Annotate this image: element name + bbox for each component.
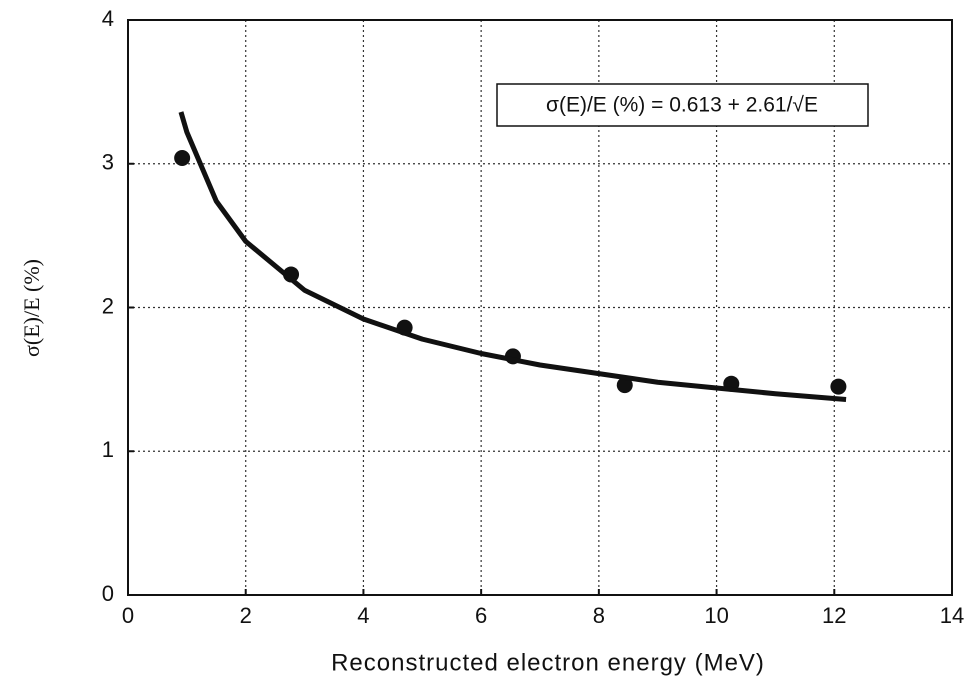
y-tick-label: 3 xyxy=(102,150,114,175)
x-tick-label: 4 xyxy=(357,603,369,628)
plot-frame xyxy=(127,19,953,596)
y-tick-label: 2 xyxy=(102,293,114,318)
annotation-box xyxy=(496,83,869,127)
y-tick-label: 0 xyxy=(102,581,114,606)
x-tick-label: 10 xyxy=(704,603,728,628)
data-point xyxy=(616,377,633,394)
data-point xyxy=(174,150,191,166)
y-axis-label: σ(E)/E (%) xyxy=(19,259,44,357)
data-point xyxy=(830,378,847,395)
x-axis-label: Reconstructed electron energy (MeV) xyxy=(331,649,765,676)
x-tick-label: 6 xyxy=(475,603,487,628)
y-tick-label: 4 xyxy=(102,6,114,31)
annotation: σ(E)/E (%) = 0.613 + 2.61/√E xyxy=(546,94,818,117)
x-tick-label: 8 xyxy=(593,603,605,628)
x-tick-label: 14 xyxy=(940,603,964,628)
y-tick-label: 1 xyxy=(102,437,114,462)
fit-line xyxy=(178,111,847,402)
x-tick-label: 12 xyxy=(822,603,846,628)
x-tick-label: 2 xyxy=(240,603,252,628)
x-tick-label: 0 xyxy=(122,603,134,628)
